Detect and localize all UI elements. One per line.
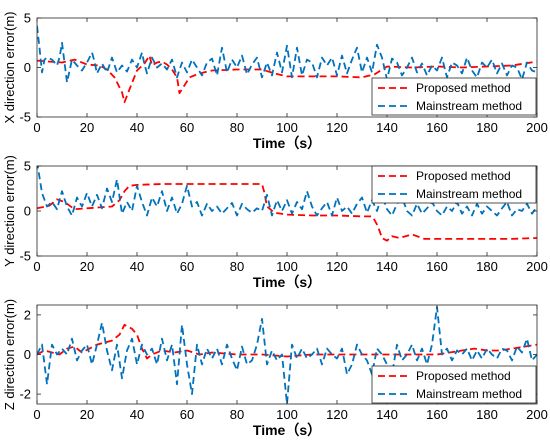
- y-x-tick-label: 180: [476, 259, 498, 274]
- x-x-tick-label: 120: [326, 120, 348, 135]
- y-legend: Proposed method Mainstream method: [371, 165, 537, 204]
- y-y-tick-label: -5: [19, 249, 31, 264]
- y-x-tick-label: 160: [426, 259, 448, 274]
- y-x-tick-label: 0: [33, 259, 40, 274]
- y-x-tick-label: 60: [180, 259, 194, 274]
- z-x-tick-label: 180: [476, 407, 498, 422]
- z-legend: Proposed method Mainstream method: [371, 365, 537, 404]
- x-legend-box: [371, 77, 537, 116]
- x-x-tick-label: 60: [180, 120, 194, 135]
- x-legend-label-proposed: Proposed method: [416, 81, 511, 95]
- z-x-tick-label: 160: [426, 407, 448, 422]
- z-proposed-line: [37, 323, 537, 360]
- y-proposed-line: [37, 183, 537, 242]
- y-x-tick-label: 80: [230, 259, 244, 274]
- x-y-tick-label: 5: [24, 11, 31, 26]
- z-y-tick-label: 0: [24, 347, 31, 362]
- x-x-tick-label: 100: [276, 120, 298, 135]
- z-x-tick-label: 80: [230, 407, 244, 422]
- z-legend-box: [371, 365, 537, 404]
- y-x-tick-label: 20: [80, 259, 94, 274]
- panel-z: 0 20 40 60 80 100 120 140 160 180 200-202Time（s）Z …: [2, 299, 548, 438]
- x-proposed-line: [37, 54, 537, 104]
- x-x-tick-label: 0: [33, 120, 40, 135]
- y-x-tick-label: 120: [326, 259, 348, 274]
- y-y-tick-label: 5: [24, 159, 31, 174]
- z-x-tick-label: 120: [326, 407, 348, 422]
- z-x-tick-label: 200: [526, 407, 548, 422]
- y-x-tick-label: 200: [526, 259, 548, 274]
- z-y-axis-label: Z direction error(m): [2, 299, 17, 410]
- z-x-tick-label: 60: [180, 407, 194, 422]
- y-legend-label-proposed: Proposed method: [416, 169, 511, 183]
- x-x-tick-label: 20: [80, 120, 94, 135]
- panel-x: 0 20 40 60 80 100 120 140 160 180 200-505Time（s）X …: [2, 11, 548, 152]
- z-x-tick-label: 140: [376, 407, 398, 422]
- y-x-tick-label: 140: [376, 259, 398, 274]
- x-x-axis-label: Time（s）: [253, 135, 321, 151]
- x-x-tick-label: 180: [476, 120, 498, 135]
- y-y-axis-label: Y direction error(m): [2, 155, 17, 267]
- z-x-tick-label: 0: [33, 407, 40, 422]
- x-y-axis-label: X direction error(m): [2, 12, 17, 124]
- z-x-tick-label: 20: [80, 407, 94, 422]
- x-legend-label-mainstream: Mainstream method: [416, 99, 522, 113]
- y-x-tick-label: 100: [276, 259, 298, 274]
- x-x-tick-label: 200: [526, 120, 548, 135]
- x-y-tick-label: 0: [24, 60, 31, 75]
- x-mainstream-line: [37, 25, 537, 84]
- z-x-tick-label: 100: [276, 407, 298, 422]
- x-legend: Proposed method Mainstream method: [371, 77, 537, 116]
- x-x-tick-label: 160: [426, 120, 448, 135]
- y-y-tick-label: 0: [24, 204, 31, 219]
- y-x-tick-label: 40: [130, 259, 144, 274]
- z-x-tick-label: 40: [130, 407, 144, 422]
- z-legend-label-proposed: Proposed method: [416, 369, 511, 383]
- y-legend-label-mainstream: Mainstream method: [416, 187, 522, 201]
- x-y-tick-label: -5: [19, 110, 31, 125]
- x-x-tick-label: 40: [130, 120, 144, 135]
- z-legend-label-mainstream: Mainstream method: [416, 387, 522, 401]
- x-x-tick-label: 80: [230, 120, 244, 135]
- z-y-tick-label: 2: [24, 307, 31, 322]
- x-x-tick-label: 140: [376, 120, 398, 135]
- z-x-axis-label: Time（s）: [253, 422, 321, 438]
- y-mainstream-line: [37, 166, 537, 217]
- z-y-tick-label: -2: [19, 387, 31, 402]
- panel-y: 0 20 40 60 80 100 120 140 160 180 200-505Time（s）Y …: [2, 155, 548, 290]
- z-mainstream-line: [37, 306, 537, 404]
- y-x-axis-label: Time（s）: [253, 274, 321, 290]
- y-legend-box: [371, 165, 537, 204]
